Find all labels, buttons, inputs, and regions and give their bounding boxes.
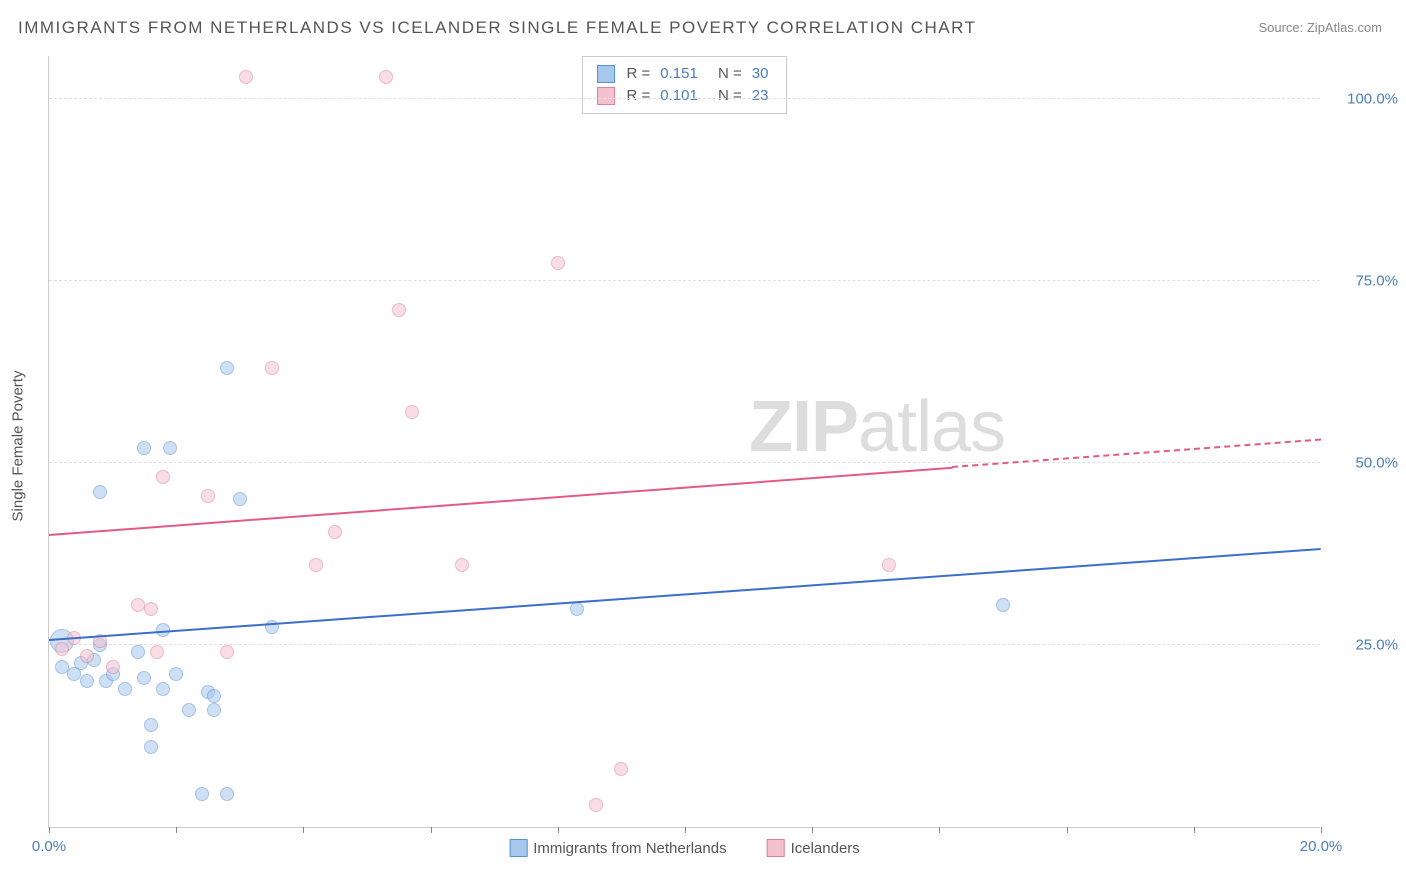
gridline	[49, 462, 1320, 463]
data-point	[265, 361, 279, 375]
x-tick	[303, 827, 304, 833]
data-point	[882, 558, 896, 572]
r-label: R =	[627, 63, 651, 85]
data-point	[137, 671, 151, 685]
legend-row-series2: R = 0.101 N = 23	[597, 85, 773, 107]
trend-line	[952, 439, 1321, 468]
correlation-legend: R = 0.151 N = 30 R = 0.101 N = 23	[582, 56, 788, 114]
data-point	[150, 645, 164, 659]
data-point	[118, 682, 132, 696]
trend-line	[49, 548, 1321, 641]
data-point	[392, 303, 406, 317]
x-tick	[685, 827, 686, 833]
data-point	[220, 787, 234, 801]
series-name-2: Icelanders	[791, 840, 860, 857]
x-tick-label: 0.0%	[32, 838, 66, 855]
legend-item-2: Icelanders	[767, 839, 860, 857]
y-tick-label: 50.0%	[1326, 454, 1398, 471]
gridline	[49, 280, 1320, 281]
data-point	[80, 649, 94, 663]
data-point	[80, 674, 94, 688]
data-point	[220, 361, 234, 375]
x-tick-label: 20.0%	[1300, 838, 1343, 855]
series-legend: Immigrants from Netherlands Icelanders	[509, 839, 860, 857]
chart-title: IMMIGRANTS FROM NETHERLANDS VS ICELANDER…	[18, 18, 977, 38]
n-value-1: 30	[752, 63, 769, 85]
legend-swatch-1	[597, 65, 615, 83]
x-tick	[431, 827, 432, 833]
data-point	[379, 70, 393, 84]
r-label: R =	[627, 85, 651, 107]
data-point	[455, 558, 469, 572]
data-point	[551, 256, 565, 270]
data-point	[137, 441, 151, 455]
n-label: N =	[718, 63, 742, 85]
watermark-zip: ZIP	[749, 387, 858, 467]
scatter-plot-area: ZIPatlas R = 0.151 N = 30 R = 0.101 N = …	[48, 56, 1320, 828]
y-tick-label: 100.0%	[1326, 90, 1398, 107]
n-value-2: 23	[752, 85, 769, 107]
x-tick	[176, 827, 177, 833]
data-point	[201, 489, 215, 503]
data-point	[220, 645, 234, 659]
x-tick	[939, 827, 940, 833]
data-point	[163, 441, 177, 455]
r-value-2: 0.101	[660, 85, 698, 107]
data-point	[405, 405, 419, 419]
n-label: N =	[718, 85, 742, 107]
legend-row-series1: R = 0.151 N = 30	[597, 63, 773, 85]
data-point	[996, 598, 1010, 612]
r-value-1: 0.151	[660, 63, 698, 85]
data-point	[106, 660, 120, 674]
data-point	[207, 703, 221, 717]
y-axis-title: Single Female Poverty	[10, 371, 27, 522]
x-tick	[1067, 827, 1068, 833]
x-tick	[49, 827, 50, 833]
x-tick	[558, 827, 559, 833]
y-tick-label: 25.0%	[1326, 636, 1398, 653]
data-point	[195, 787, 209, 801]
gridline	[49, 644, 1320, 645]
data-point	[570, 602, 584, 616]
legend-item-1: Immigrants from Netherlands	[509, 839, 726, 857]
data-point	[614, 762, 628, 776]
legend-swatch-series1	[509, 839, 527, 857]
data-point	[156, 470, 170, 484]
series-name-1: Immigrants from Netherlands	[533, 840, 726, 857]
trend-line	[49, 466, 952, 535]
data-point	[239, 70, 253, 84]
data-point	[144, 718, 158, 732]
data-point	[55, 642, 69, 656]
data-point	[93, 485, 107, 499]
data-point	[328, 525, 342, 539]
data-point	[589, 798, 603, 812]
data-point	[144, 602, 158, 616]
watermark-atlas: atlas	[858, 387, 1005, 467]
data-point	[169, 667, 183, 681]
x-tick	[1321, 827, 1322, 833]
x-tick	[812, 827, 813, 833]
y-tick-label: 75.0%	[1326, 272, 1398, 289]
legend-swatch-2	[597, 87, 615, 105]
data-point	[207, 689, 221, 703]
data-point	[156, 682, 170, 696]
data-point	[309, 558, 323, 572]
data-point	[144, 740, 158, 754]
source-label: Source: ZipAtlas.com	[1258, 20, 1382, 35]
legend-swatch-series2	[767, 839, 785, 857]
data-point	[131, 645, 145, 659]
x-tick	[1194, 827, 1195, 833]
watermark: ZIPatlas	[749, 386, 1005, 468]
gridline	[49, 98, 1320, 99]
data-point	[233, 492, 247, 506]
data-point	[182, 703, 196, 717]
